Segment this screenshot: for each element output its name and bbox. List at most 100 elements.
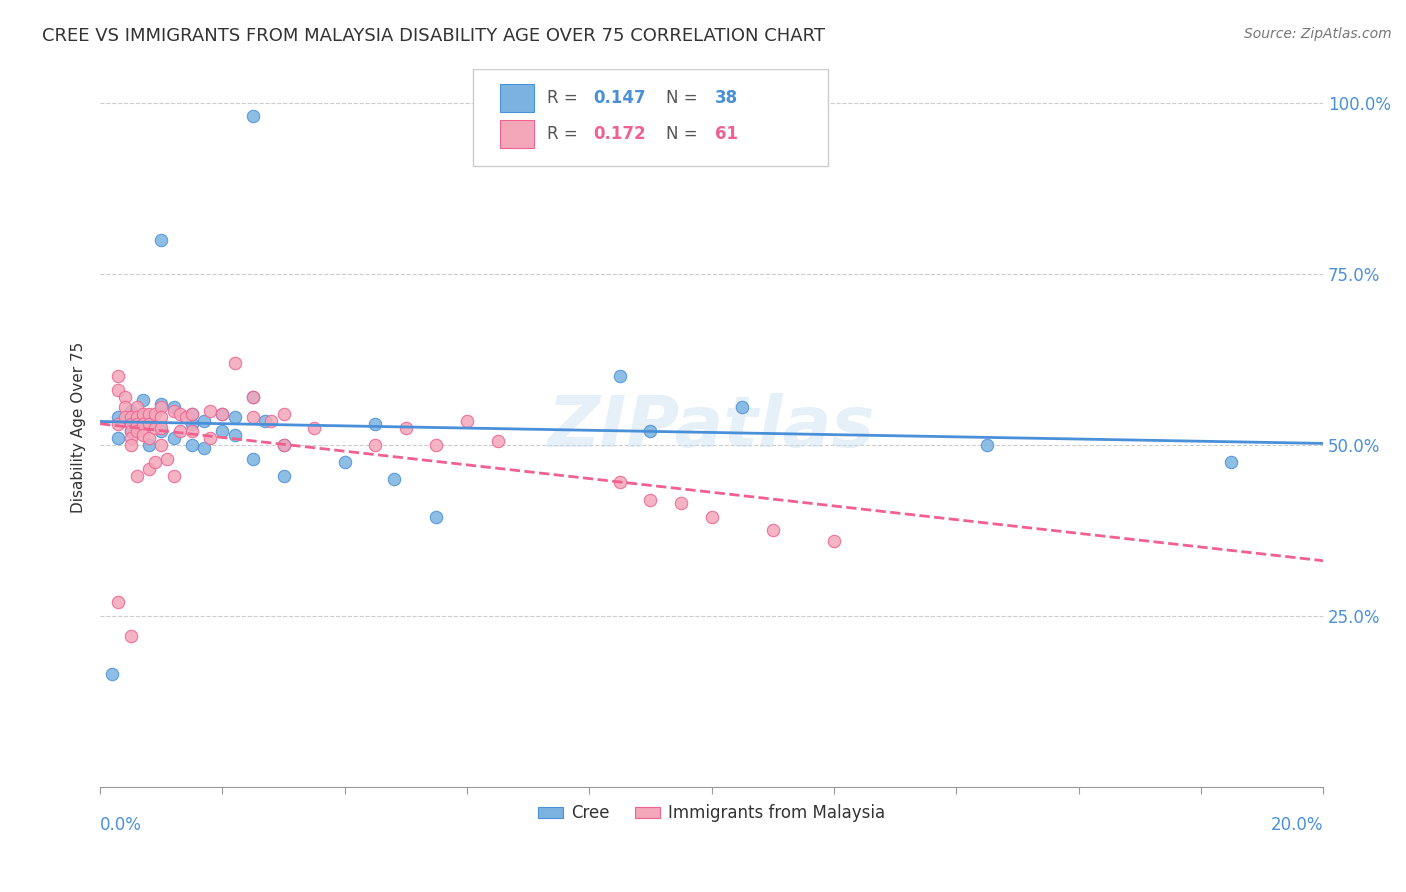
Point — [640, 424, 662, 438]
Point — [150, 410, 173, 425]
Point — [125, 424, 148, 438]
Point — [114, 390, 136, 404]
Point — [132, 427, 155, 442]
Point — [120, 629, 142, 643]
Point — [193, 442, 215, 456]
Point — [242, 110, 264, 124]
Point — [143, 407, 166, 421]
Point — [162, 468, 184, 483]
Point — [273, 438, 295, 452]
Point — [107, 410, 129, 425]
Point — [120, 438, 142, 452]
Point — [669, 496, 692, 510]
Text: 0.0%: 0.0% — [100, 815, 142, 834]
Point — [150, 438, 173, 452]
Text: 61: 61 — [716, 125, 738, 143]
Point — [211, 407, 233, 421]
Text: 0.172: 0.172 — [593, 125, 645, 143]
Point — [138, 438, 160, 452]
Point — [762, 524, 785, 538]
Point — [120, 417, 142, 432]
Point — [120, 424, 142, 438]
Point — [114, 410, 136, 425]
Point — [456, 414, 478, 428]
Point — [125, 417, 148, 432]
Text: Source: ZipAtlas.com: Source: ZipAtlas.com — [1244, 27, 1392, 41]
Point — [425, 509, 447, 524]
Point — [273, 468, 295, 483]
Point — [425, 438, 447, 452]
Point — [132, 407, 155, 421]
Point — [364, 438, 387, 452]
Point — [138, 407, 160, 421]
Point — [180, 407, 202, 421]
Point — [150, 421, 173, 435]
Point — [609, 475, 631, 490]
Point — [364, 417, 387, 432]
Point — [224, 427, 246, 442]
Point — [143, 455, 166, 469]
Point — [162, 431, 184, 445]
Point — [260, 414, 283, 428]
Point — [125, 468, 148, 483]
Point — [150, 397, 173, 411]
Text: R =: R = — [547, 89, 582, 107]
Point — [200, 431, 222, 445]
Text: N =: N = — [666, 125, 703, 143]
Point — [156, 451, 179, 466]
Point — [162, 400, 184, 414]
Point — [180, 407, 202, 421]
Text: CREE VS IMMIGRANTS FROM MALAYSIA DISABILITY AGE OVER 75 CORRELATION CHART: CREE VS IMMIGRANTS FROM MALAYSIA DISABIL… — [42, 27, 825, 45]
Point — [180, 438, 202, 452]
Point — [101, 667, 124, 681]
Point — [242, 451, 264, 466]
Point — [823, 533, 845, 548]
Point — [242, 410, 264, 425]
Point — [211, 424, 233, 438]
Text: N =: N = — [666, 89, 703, 107]
Point — [120, 417, 142, 432]
Point — [333, 455, 356, 469]
Point — [180, 417, 202, 432]
Point — [1220, 455, 1243, 469]
Point — [120, 403, 142, 417]
Text: R =: R = — [547, 125, 582, 143]
Point — [150, 400, 173, 414]
Text: 20.0%: 20.0% — [1271, 815, 1323, 834]
Bar — [501, 85, 534, 112]
Point — [107, 369, 129, 384]
Point — [169, 424, 191, 438]
Legend: Cree, Immigrants from Malaysia: Cree, Immigrants from Malaysia — [531, 797, 891, 829]
Point — [150, 424, 173, 438]
Point — [138, 431, 160, 445]
Point — [114, 400, 136, 414]
Point — [143, 421, 166, 435]
Point — [132, 417, 155, 432]
Point — [107, 383, 129, 397]
Point — [107, 595, 129, 609]
Point — [302, 421, 325, 435]
Point — [120, 424, 142, 438]
Point — [120, 410, 142, 425]
Point — [174, 410, 197, 425]
Point — [138, 462, 160, 476]
Point — [169, 407, 191, 421]
Point — [150, 233, 173, 247]
Y-axis label: Disability Age Over 75: Disability Age Over 75 — [72, 343, 86, 514]
Point — [132, 393, 155, 408]
Point — [138, 417, 160, 432]
Point — [242, 390, 264, 404]
Point — [640, 492, 662, 507]
Point — [138, 417, 160, 432]
Point — [211, 407, 233, 421]
Point — [254, 414, 277, 428]
Point — [700, 509, 723, 524]
Point — [382, 472, 405, 486]
Point — [273, 407, 295, 421]
Point — [609, 369, 631, 384]
Text: 38: 38 — [716, 89, 738, 107]
Point — [273, 438, 295, 452]
Point — [107, 431, 129, 445]
Bar — [501, 120, 534, 147]
Point — [200, 403, 222, 417]
